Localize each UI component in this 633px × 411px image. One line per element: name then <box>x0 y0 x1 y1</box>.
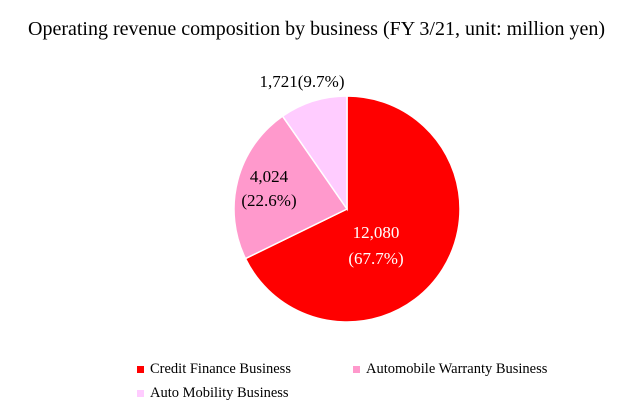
slice-automobile-warranty <box>233 115 349 260</box>
slice-credit-finance <box>244 95 461 323</box>
data-label: 1,721(9.7%) <box>260 72 345 91</box>
data-label: 12,080 (67.7%) <box>348 223 403 268</box>
data-label: 4,024 (22.6%) <box>241 167 296 210</box>
chart-title: Operating revenue composition by busines… <box>28 18 605 40</box>
slice-auto-mobility <box>281 95 348 212</box>
